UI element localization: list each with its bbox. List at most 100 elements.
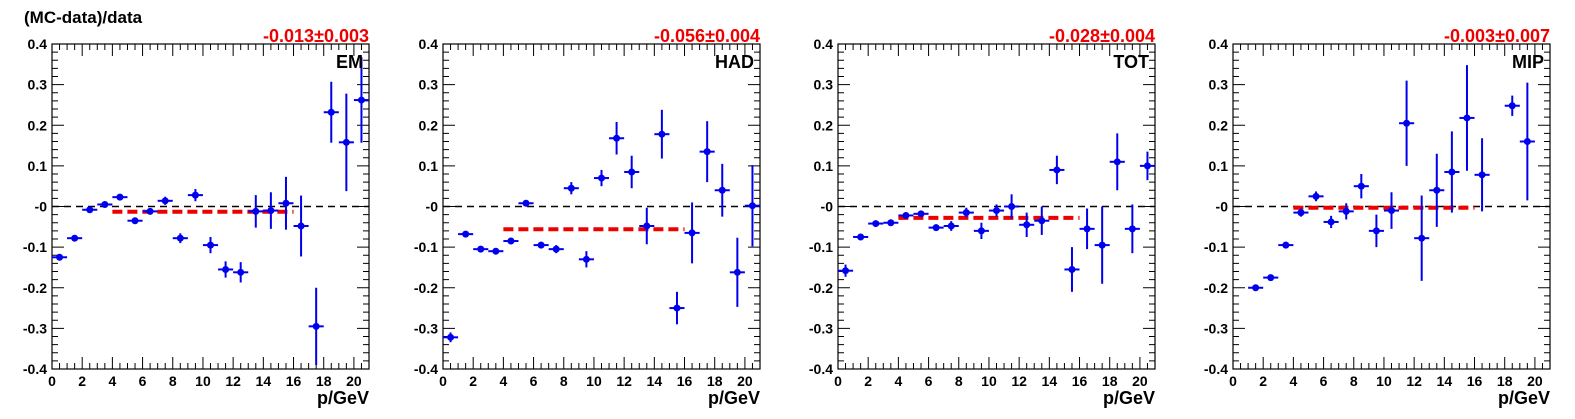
x-tick-label: 0	[439, 373, 447, 389]
data-point	[958, 207, 974, 218]
data-marker	[962, 209, 970, 217]
data-marker	[1327, 218, 1335, 226]
data-point	[744, 165, 760, 247]
x-tick-label: 8	[169, 373, 177, 389]
data-point	[248, 195, 264, 228]
data-point	[838, 264, 854, 277]
data-point	[1139, 151, 1155, 181]
x-tick-label: 18	[707, 373, 723, 389]
data-marker	[462, 230, 470, 238]
y-tick-label: -0.3	[414, 320, 438, 336]
data-point	[1094, 206, 1110, 284]
y-tick-label: -0.2	[23, 280, 47, 296]
y-tick-label: 0.2	[28, 117, 48, 133]
x-tick-label: 10	[195, 373, 211, 389]
chart-panel-mip: 0.4 0.3 0.2 0.1 -0 -0.1 -0.2 -0.3 -0.40 2 4 6 8 10 12 1…	[1204, 26, 1551, 408]
data-point	[1519, 82, 1535, 201]
data-point	[1368, 214, 1384, 248]
data-point	[353, 57, 369, 143]
x-tick-label: 4	[499, 373, 507, 389]
y-tick-label: -0.2	[1204, 280, 1228, 296]
data-marker	[1463, 114, 1471, 122]
data-marker	[477, 245, 485, 253]
data-point	[699, 121, 715, 183]
data-marker	[703, 148, 711, 156]
data-point	[1383, 192, 1400, 229]
data-point	[1474, 138, 1490, 212]
x-tick-label: 14	[1042, 373, 1058, 389]
data-marker	[613, 134, 621, 142]
data-marker	[887, 219, 895, 227]
data-point	[883, 219, 899, 227]
x-tick-label: 2	[864, 373, 872, 389]
data-marker	[688, 229, 696, 237]
data-marker	[1297, 209, 1305, 217]
data-point	[473, 245, 489, 253]
x-tick-label: 16	[1072, 373, 1088, 389]
y-tick-label: -0	[821, 199, 834, 215]
x-tick-label: 20	[346, 373, 362, 389]
x-axis-title: p/GeV	[708, 388, 760, 408]
data-point	[142, 207, 158, 215]
data-point	[1323, 215, 1339, 229]
y-tick-label: -0.4	[414, 361, 438, 377]
data-marker	[1357, 182, 1365, 190]
x-tick-label: 18	[1102, 373, 1118, 389]
x-tick-label: 14	[647, 373, 663, 389]
data-point	[1459, 65, 1475, 171]
y-tick-label: -0.2	[414, 280, 438, 296]
x-tick-label: 0	[48, 373, 56, 389]
data-marker	[552, 245, 560, 253]
x-tick-label: 4	[894, 373, 902, 389]
data-marker	[1143, 162, 1151, 170]
x-tick-label: 10	[1376, 373, 1392, 389]
data-point	[1109, 133, 1125, 191]
data-marker	[857, 233, 865, 241]
data-marker	[191, 191, 199, 199]
data-point	[669, 291, 685, 325]
data-marker	[1267, 274, 1275, 282]
data-marker	[628, 168, 636, 176]
data-marker	[1023, 221, 1031, 229]
y-tick-label: -0.1	[23, 239, 47, 255]
data-marker	[1038, 217, 1046, 225]
data-marker	[56, 253, 64, 261]
y-tick-label: -0.1	[414, 239, 438, 255]
data-point	[1124, 204, 1140, 254]
y-tick-label: -0.4	[809, 361, 833, 377]
x-tick-label: 8	[1350, 373, 1358, 389]
data-point	[943, 221, 959, 231]
x-tick-label: 2	[469, 373, 477, 389]
x-tick-label: 6	[139, 373, 147, 389]
x-tick-label: 6	[530, 373, 538, 389]
data-marker	[643, 222, 651, 230]
data-marker	[1098, 241, 1106, 249]
data-point	[458, 230, 474, 238]
x-tick-label: 10	[981, 373, 997, 389]
x-tick-label: 0	[834, 373, 842, 389]
x-tick-label: 12	[1406, 373, 1422, 389]
data-point	[913, 210, 929, 218]
data-marker	[1508, 102, 1516, 110]
data-marker	[582, 255, 590, 263]
data-marker	[902, 211, 910, 219]
data-marker	[1418, 234, 1426, 242]
data-marker	[1282, 241, 1290, 249]
data-point	[202, 236, 219, 254]
data-marker	[342, 138, 350, 146]
x-tick-label: 20	[1132, 373, 1148, 389]
data-marker	[1478, 171, 1486, 179]
data-marker	[161, 197, 169, 205]
data-marker	[312, 322, 320, 330]
data-marker	[237, 268, 245, 276]
data-point	[278, 176, 294, 230]
data-point	[578, 251, 594, 268]
data-point	[1019, 212, 1035, 237]
data-point	[1338, 203, 1354, 220]
fit-result-label: -0.056±0.004	[654, 26, 760, 46]
data-point	[157, 196, 173, 205]
data-marker	[1068, 265, 1076, 273]
y-tick-label: 0.4	[814, 36, 834, 52]
data-marker	[718, 186, 726, 194]
fit-result-label: -0.013±0.003	[263, 26, 369, 46]
